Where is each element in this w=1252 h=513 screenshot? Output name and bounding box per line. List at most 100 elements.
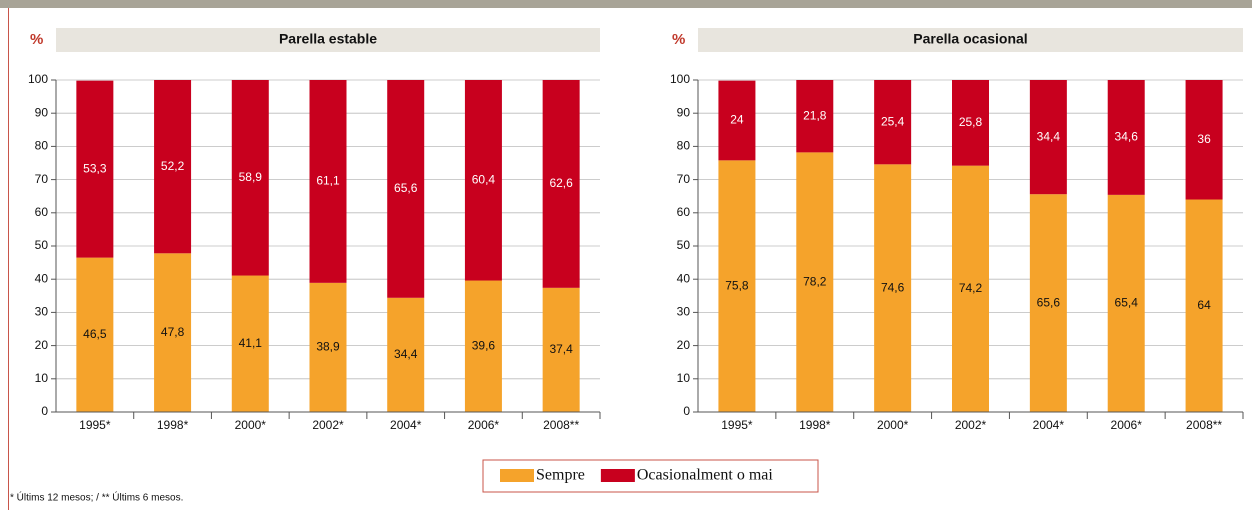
title-bar [56, 28, 600, 52]
legend-label: Sempre [536, 467, 585, 484]
bar-segment [1185, 80, 1223, 200]
data-label: 25,8 [959, 115, 983, 129]
header-strip [0, 0, 1252, 8]
y-tick-label: 80 [677, 139, 691, 153]
y-tick-label: 70 [677, 172, 691, 186]
x-tick-label: 2002* [312, 418, 344, 432]
data-label: 61,1 [316, 174, 340, 188]
y-tick-label: 100 [670, 72, 690, 86]
data-label: 60,4 [472, 172, 496, 186]
legend-swatch [600, 469, 635, 482]
y-tick-label: 10 [35, 371, 49, 385]
x-tick-label: 2004* [390, 418, 422, 432]
y-tick-label: 80 [35, 139, 49, 153]
data-label: 62,6 [549, 176, 573, 190]
bar-segment [309, 80, 347, 283]
bar-segment [718, 160, 756, 412]
y-tick-label: 0 [683, 404, 690, 418]
bar-segment [309, 282, 347, 412]
bar-segment [76, 80, 114, 258]
bar-segment [154, 80, 192, 254]
data-label: 34,6 [1115, 130, 1139, 144]
bar-segment [542, 287, 580, 412]
bar-segment [874, 164, 912, 412]
y-axis-label: % [672, 31, 685, 48]
data-label: 53,3 [83, 161, 107, 175]
y-tick-label: 50 [677, 238, 691, 252]
y-tick-label: 60 [35, 205, 49, 219]
bar-segment [796, 80, 834, 153]
data-label: 25,4 [881, 114, 905, 128]
data-label: 47,8 [161, 325, 185, 339]
y-tick-label: 20 [35, 338, 49, 352]
bar-segment [76, 257, 114, 412]
y-tick-label: 40 [35, 271, 49, 285]
data-label: 21,8 [803, 108, 827, 122]
title-bar [698, 28, 1243, 52]
data-label: 34,4 [394, 347, 418, 361]
footnote: * Últims 12 mesos; / ** Últims 6 mesos. [10, 491, 183, 504]
x-tick-label: 2000* [877, 418, 909, 432]
data-label: 58,9 [239, 170, 263, 184]
data-label: 41,1 [239, 336, 263, 350]
data-label: 65,6 [394, 181, 418, 195]
chart-title: Parella ocasional [913, 31, 1027, 47]
x-tick-label: 2008** [1186, 418, 1222, 432]
bar-segment [542, 80, 580, 288]
bar-segment [464, 280, 502, 412]
x-tick-label: 2008** [543, 418, 579, 432]
legend-box [482, 459, 819, 493]
y-tick-label: 30 [35, 305, 49, 319]
y-tick-label: 10 [677, 371, 691, 385]
bar-segment [464, 80, 502, 281]
legend-swatch [500, 469, 534, 482]
x-tick-label: 1995* [79, 418, 111, 432]
bar-segment [874, 80, 912, 165]
data-label: 37,4 [549, 342, 573, 356]
bar-segment [718, 80, 756, 161]
data-label: 65,4 [1115, 296, 1139, 310]
data-label: 52,2 [161, 159, 185, 173]
y-tick-label: 90 [35, 105, 49, 119]
x-tick-label: 1998* [799, 418, 831, 432]
y-tick-label: 90 [677, 105, 691, 119]
y-tick-label: 70 [35, 172, 49, 186]
data-label: 39,6 [472, 338, 496, 352]
bar-segment [154, 253, 192, 412]
bar-segment [231, 80, 269, 276]
chart-title: Parella estable [279, 31, 377, 47]
data-label: 65,6 [1037, 295, 1061, 309]
data-label: 36 [1197, 132, 1211, 146]
bar-segment [1107, 194, 1145, 412]
x-tick-label: 2000* [235, 418, 267, 432]
data-label: 46,5 [83, 327, 107, 341]
data-label: 75,8 [725, 278, 749, 292]
bar-segment [387, 297, 425, 412]
bar-segment [1029, 194, 1067, 412]
y-tick-label: 100 [28, 72, 48, 86]
data-label: 74,6 [881, 280, 905, 294]
data-label: 64 [1197, 298, 1211, 312]
bar-segment [1107, 80, 1145, 195]
x-tick-label: 2002* [955, 418, 987, 432]
data-label: 34,4 [1037, 129, 1061, 143]
bar-segment [231, 275, 269, 412]
data-label: 38,9 [316, 340, 340, 354]
y-tick-label: 30 [677, 305, 691, 319]
y-tick-label: 0 [41, 404, 48, 418]
bar-segment [387, 80, 425, 298]
bar-segment [952, 165, 989, 412]
bar-segment [952, 80, 989, 166]
x-tick-label: 1995* [721, 418, 753, 432]
bar-segment [1029, 80, 1067, 195]
data-label: 24 [730, 113, 744, 127]
y-tick-label: 20 [677, 338, 691, 352]
y-tick-label: 60 [677, 205, 691, 219]
x-tick-label: 2006* [468, 418, 500, 432]
x-tick-label: 2004* [1033, 418, 1065, 432]
y-axis-label: % [30, 31, 43, 48]
bar-segment [1185, 199, 1223, 412]
y-tick-label: 50 [35, 238, 49, 252]
y-tick-label: 40 [677, 271, 691, 285]
